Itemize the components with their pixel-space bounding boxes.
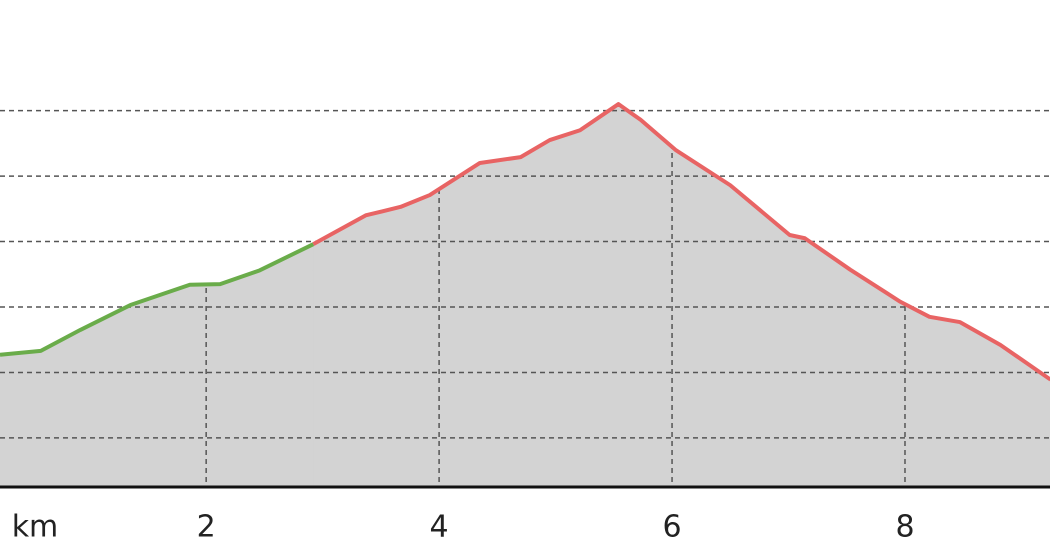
elevation-line bbox=[312, 102, 1050, 382]
elevation-area bbox=[312, 103, 1050, 488]
x-tick-label: 2 bbox=[197, 510, 216, 545]
elevation-line bbox=[0, 242, 315, 357]
elevation-area bbox=[0, 243, 314, 488]
x-axis-label: km bbox=[12, 510, 59, 545]
x-tick-label: 4 bbox=[430, 510, 449, 545]
x-tick-label: 6 bbox=[662, 510, 681, 545]
x-tick-label: 8 bbox=[895, 510, 914, 545]
